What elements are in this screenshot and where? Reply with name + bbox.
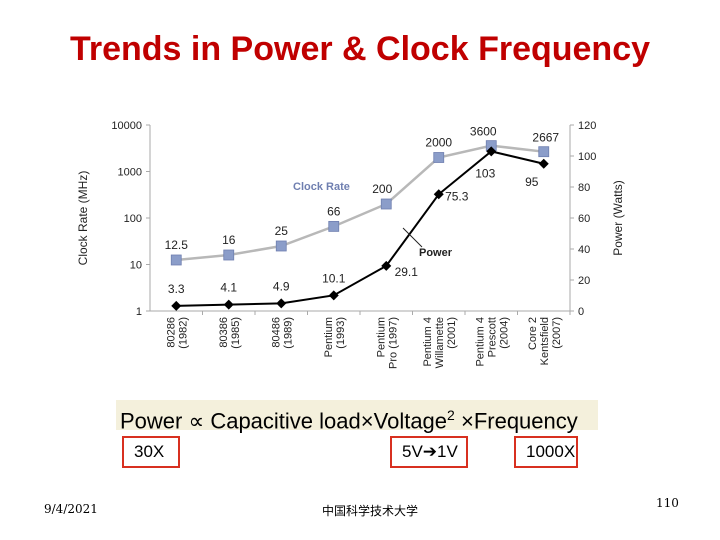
formula-power: Power xyxy=(120,408,183,434)
power-data-label: 103 xyxy=(475,166,495,180)
voltage-box: 5V➔1V xyxy=(390,436,468,468)
left-tick-label: 10 xyxy=(130,260,142,272)
clock-rate-data-label: 66 xyxy=(327,204,341,218)
x-tick-label: Prescott xyxy=(486,317,498,357)
clock-rate-data-label: 16 xyxy=(222,233,236,247)
x-tick-label: (2004) xyxy=(498,317,510,349)
x-tick-label: Willamette xyxy=(434,317,446,368)
formula-cap: Capacitive load xyxy=(210,408,361,434)
power-point xyxy=(433,189,444,200)
clock-rate-line xyxy=(176,144,544,262)
right-tick-label: 60 xyxy=(578,213,590,225)
power-data-label: 3.3 xyxy=(168,282,185,296)
clock-rate-point xyxy=(538,146,550,158)
x-tick-label: (1985) xyxy=(230,317,242,349)
x-tick-label: (2001) xyxy=(446,317,458,349)
power-point xyxy=(171,300,182,311)
x-tick-label: Pro (1997) xyxy=(387,317,399,369)
clock-rate-point xyxy=(223,249,235,261)
power-data-label: 10.1 xyxy=(322,271,346,285)
formula-times-2: × xyxy=(460,408,474,434)
x-tick-label: 80286 xyxy=(165,317,177,348)
right-tick-label: 100 xyxy=(578,151,596,163)
clock-rate-data-label: 2000 xyxy=(425,136,452,150)
page-number: 110 xyxy=(656,496,679,510)
left-tick-label: 1000 xyxy=(118,167,142,179)
x-tick-label: Pentium xyxy=(375,317,387,357)
power-data-label: 75.3 xyxy=(445,189,469,203)
power-data-label: 29.1 xyxy=(395,265,419,279)
right-axis-title: Power (Watts) xyxy=(611,180,625,256)
x-tick-label: 80386 xyxy=(218,317,230,348)
left-tick-label: 100 xyxy=(124,213,142,225)
clock-rate-data-label: 200 xyxy=(372,182,392,196)
x-tick-label: 80486 xyxy=(270,317,282,348)
x-tick-label: Pentium xyxy=(323,317,335,357)
footer-date: 9/4/2021 xyxy=(44,502,98,516)
power-point xyxy=(486,146,497,157)
formula-frequency: Frequency xyxy=(473,408,578,434)
clock-rate-point xyxy=(170,254,182,266)
clock-rate-point xyxy=(328,220,340,232)
clock-rate-data-label: 25 xyxy=(275,224,289,238)
power-series-label: Power xyxy=(419,247,453,259)
formula-times-1: × xyxy=(360,408,374,434)
clock-rate-series-label: Clock Rate xyxy=(293,181,350,193)
power-line xyxy=(176,150,544,307)
power-point xyxy=(223,299,234,310)
x-tick-label: (1989) xyxy=(282,317,294,349)
x-tick-label: (2007) xyxy=(551,317,563,349)
x-tick-label: (1982) xyxy=(177,317,189,349)
power-leader-line xyxy=(402,227,423,248)
x-tick-label: Pentium 4 xyxy=(474,317,486,367)
formula-exponent: 2 xyxy=(447,407,455,423)
left-axis-title: Clock Rate (MHz) xyxy=(76,171,90,266)
power-point xyxy=(328,290,339,301)
power-point xyxy=(276,298,287,309)
clock-rate-data-label: 2667 xyxy=(532,131,559,145)
capacitive-box: 30X xyxy=(122,436,180,468)
power-point xyxy=(381,260,392,271)
clock-rate-point xyxy=(380,198,392,210)
footer-institution: 中国科学技术大学 xyxy=(322,504,419,518)
right-tick-label: 80 xyxy=(578,182,590,194)
clock-rate-data-label: 3600 xyxy=(470,125,497,139)
power-formula: Power ∝ Capacitive load×Voltage2 ×Freque… xyxy=(116,400,598,434)
frequency-box: 1000X xyxy=(514,436,578,468)
formula-voltage: Voltage xyxy=(373,408,448,434)
left-tick-label: 10000 xyxy=(111,120,142,132)
formula-propto: ∝ xyxy=(188,408,205,434)
x-tick-label: Core 2 xyxy=(527,317,539,350)
right-tick-label: 20 xyxy=(578,275,590,287)
slide-title: Trends in Power & Clock Frequency xyxy=(69,30,651,68)
power-point xyxy=(538,158,549,169)
clock-rate-point xyxy=(433,152,445,163)
left-tick-label: 1 xyxy=(136,306,142,318)
x-tick-label: Pentium 4 xyxy=(422,317,434,367)
right-tick-label: 0 xyxy=(578,306,584,318)
x-tick-label: Kentsfield xyxy=(539,317,551,365)
power-data-label: 4.9 xyxy=(273,279,290,293)
clock-rate-point xyxy=(275,240,287,252)
power-data-label: 95 xyxy=(525,175,539,189)
x-tick-label: (1993) xyxy=(335,317,347,349)
right-tick-label: 40 xyxy=(578,244,590,256)
power-data-label: 4.1 xyxy=(220,281,237,295)
clock-rate-data-label: 12.5 xyxy=(165,238,189,252)
right-tick-label: 120 xyxy=(578,120,596,132)
